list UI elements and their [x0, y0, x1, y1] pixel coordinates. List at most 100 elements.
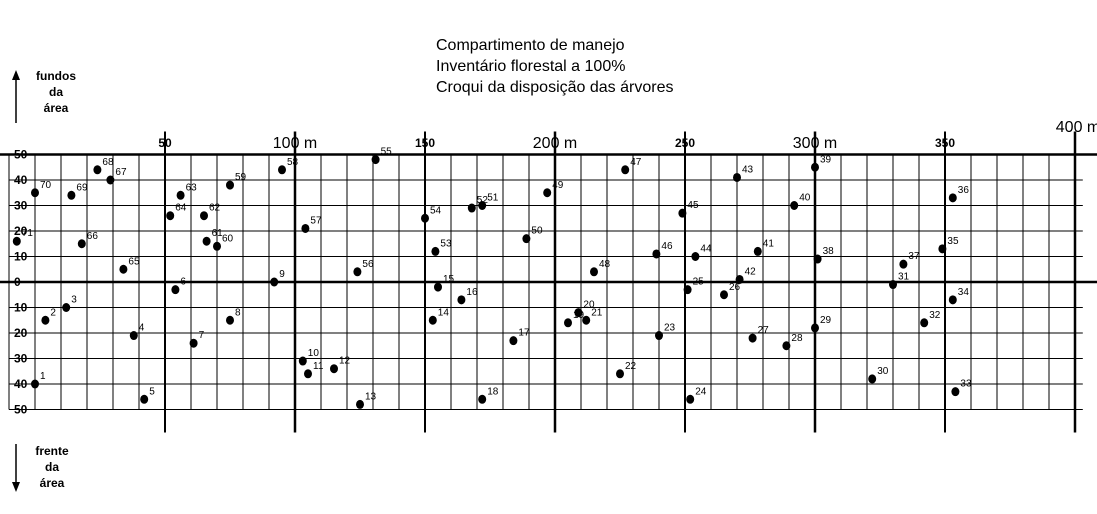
tree-label: 37: [908, 251, 920, 262]
x-tick-label: 50: [158, 136, 172, 150]
tree-label: 21: [591, 307, 603, 318]
tree-label: 1: [40, 371, 46, 382]
y-tick-label-left: 50: [14, 403, 28, 417]
tree-marker: [467, 203, 476, 213]
title-line-3: Croqui da disposição das árvores: [436, 79, 674, 96]
y-tick-label-left: 20: [14, 224, 28, 238]
tree-label: 51: [487, 193, 499, 204]
tree-label: 33: [960, 379, 972, 390]
tree-marker: [790, 201, 799, 210]
tree-marker: [478, 394, 487, 404]
tree-label: 32: [929, 310, 941, 321]
direction-arrows: [12, 70, 20, 492]
tree-label: 14: [438, 307, 450, 318]
tree-marker: [106, 175, 115, 185]
tree-marker: [140, 394, 149, 404]
tree-marker: [189, 338, 198, 348]
tree-label: 70: [40, 180, 52, 191]
top-side-label: fundos da área: [26, 68, 86, 116]
tree-label: 64: [175, 203, 187, 214]
x-tick-label: 350: [935, 136, 955, 150]
tree-label: 69: [76, 182, 88, 193]
tree-marker: [920, 318, 929, 328]
bottom-side-label-line-3: área: [39, 476, 65, 490]
tree-label: 63: [186, 182, 198, 193]
tree-label: 59: [235, 172, 247, 183]
tree-label: 42: [745, 266, 757, 277]
tree-label: 68: [102, 157, 114, 168]
tree-label: 48: [599, 259, 611, 270]
tree-marker: [428, 315, 437, 325]
tree-label: 52: [477, 195, 489, 206]
tree-label: 29: [820, 315, 832, 326]
y-tick-label-left: 10: [14, 301, 28, 315]
tree-label: 6: [180, 277, 186, 288]
tree-marker: [753, 246, 762, 256]
y-tick-label-left: 50: [14, 148, 28, 162]
tree-marker: [298, 356, 307, 366]
tree-marker: [590, 267, 598, 277]
tree-label: 55: [381, 147, 393, 158]
tree-label: 25: [693, 277, 705, 288]
tree-marker: [582, 315, 591, 325]
grid-lines: [0, 131, 1097, 433]
tree-marker: [782, 341, 791, 351]
tree-marker: [278, 165, 286, 175]
tree-label: 11: [313, 361, 324, 372]
tree-markers: 1234567891011121314151617181920212223242…: [12, 147, 972, 409]
x-tick-label: 400 m: [1056, 119, 1097, 136]
y-tick-label-left: 40: [14, 173, 28, 187]
tree-label: 40: [799, 193, 811, 204]
tree-marker: [62, 303, 71, 312]
title-line-2: Inventário florestal a 100%: [436, 58, 626, 75]
tree-marker: [93, 165, 102, 175]
tree-label: 20: [583, 300, 595, 311]
tree-label: 22: [625, 361, 637, 372]
tree-marker: [67, 190, 76, 200]
tree-label: 60: [222, 233, 234, 244]
tree-marker: [31, 379, 39, 389]
y-tick-label-left: 0: [14, 275, 21, 289]
tree-label: 8: [235, 307, 241, 318]
tree-label: 12: [339, 356, 351, 367]
x-tick-label: 150: [415, 136, 435, 150]
tree-marker: [202, 236, 211, 246]
tree-marker: [270, 277, 279, 287]
tree-marker: [77, 239, 86, 249]
tree-label: 26: [729, 282, 741, 293]
down-arrow-icon: [12, 482, 20, 492]
tree-marker: [200, 211, 208, 221]
tree-label: 39: [820, 154, 832, 165]
x-tick-label: 100 m: [273, 135, 317, 152]
tree-marker: [678, 208, 687, 218]
tree-marker: [733, 172, 741, 182]
tree-marker: [129, 331, 138, 341]
tree-label: 15: [443, 274, 455, 285]
title-line-1: Compartimento de manejo: [436, 37, 625, 54]
tree-label: 10: [308, 348, 320, 359]
x-tick-label: 200 m: [533, 135, 577, 152]
tree-label: 66: [87, 231, 99, 242]
tree-marker: [652, 249, 661, 259]
tree-label: 4: [139, 323, 145, 334]
tree-label: 38: [823, 246, 835, 257]
tree-marker: [12, 236, 21, 246]
tree-label: 16: [466, 287, 478, 298]
tree-label: 41: [763, 238, 775, 249]
y-tick-label-left: 30: [14, 352, 28, 366]
tree-marker: [166, 211, 175, 221]
tree-label: 62: [209, 203, 221, 214]
tree-marker: [41, 315, 50, 325]
tree-marker: [813, 254, 822, 264]
tree-marker: [564, 318, 572, 328]
tree-marker: [353, 267, 362, 277]
tree-marker: [371, 155, 380, 165]
tree-marker: [356, 399, 364, 409]
tree-marker: [330, 364, 338, 374]
tree-label: 36: [958, 185, 970, 196]
tree-label: 44: [700, 244, 712, 255]
tree-label: 67: [115, 167, 127, 178]
tree-marker: [213, 241, 221, 251]
